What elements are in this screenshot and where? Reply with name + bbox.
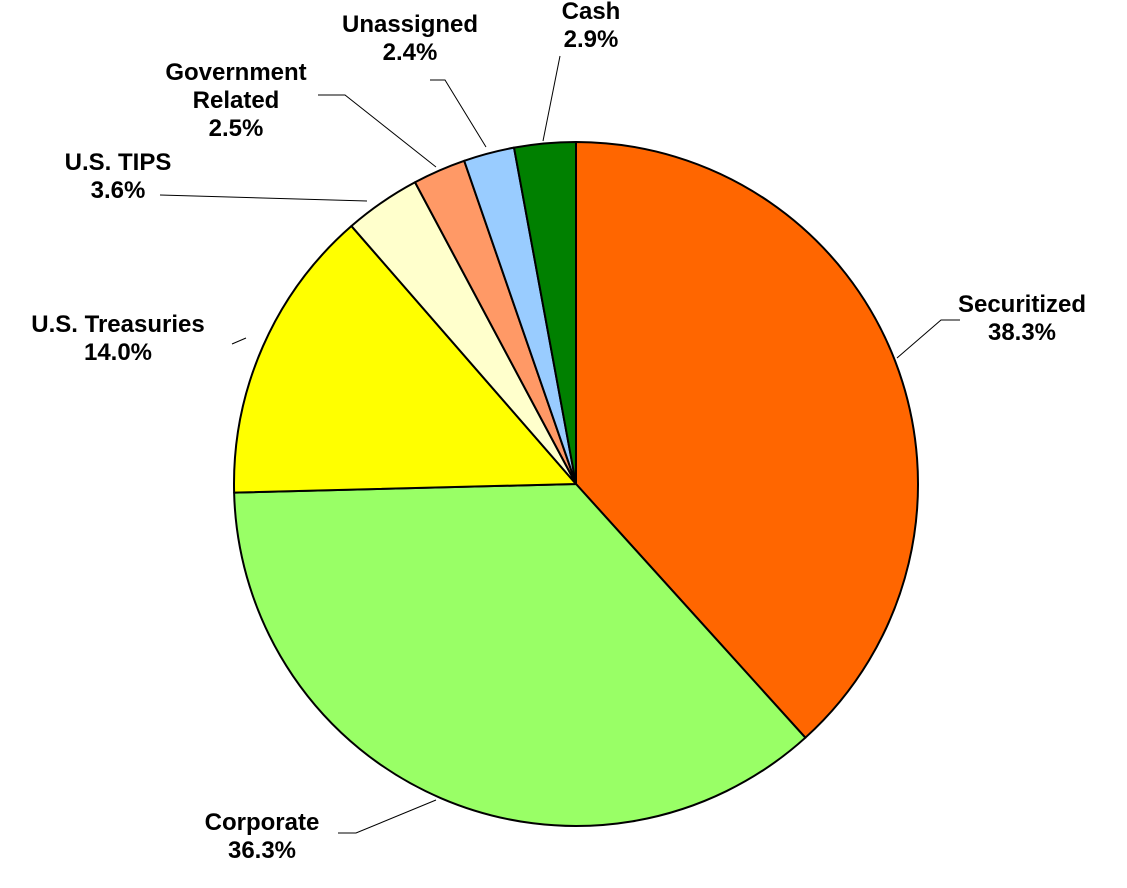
slice-label-corporate: Corporate 36.3% — [205, 809, 320, 864]
slice-value-label: 3.6% — [91, 177, 146, 204]
pie-slice-corporate — [233, 483, 807, 827]
leader-line-unassigned — [430, 79, 487, 148]
leader-line-securitized — [896, 319, 960, 359]
leader-line-cash — [542, 55, 561, 142]
slice-name-label: Unassigned — [342, 11, 478, 38]
slice-name-label: Related — [193, 87, 280, 114]
slice-name-label: Cash — [562, 0, 621, 25]
slice-value-label: 14.0% — [84, 339, 152, 366]
slice-value-label: 38.3% — [988, 319, 1056, 346]
pie-slice-u-s-treasuries — [233, 225, 577, 494]
pie-slice-cash — [513, 141, 577, 485]
slice-value-label: 2.5% — [209, 115, 264, 142]
slice-labels: Securitized 38.3% Corporate 36.3% U.S. Treas… — [31, 0, 1086, 864]
slice-label-securitized: Securitized 38.3% — [958, 291, 1086, 346]
pie-slices — [233, 141, 919, 827]
slice-value-label: 36.3% — [228, 837, 296, 864]
slice-label-government-related: Government Related 2.5% — [165, 59, 306, 142]
slice-value-label: 2.9% — [564, 26, 619, 53]
slice-label-u-s-treasuries: U.S. Treasuries 14.0% — [31, 311, 204, 366]
leader-line-u-s-tips — [159, 194, 368, 202]
slice-name-label: Corporate — [205, 809, 320, 836]
leader-line-u-s-treasuries — [231, 337, 247, 345]
slice-label-cash: Cash 2.9% — [562, 0, 621, 53]
leader-line-government-related — [318, 94, 437, 168]
slice-label-unassigned: Unassigned 2.4% — [342, 11, 478, 66]
slice-label-u-s-tips: U.S. TIPS 3.6% — [65, 149, 172, 204]
pie-slice-securitized — [575, 141, 919, 739]
slice-value-label: 2.4% — [383, 39, 438, 66]
leader-lines — [159, 55, 960, 834]
slice-name-label: Government — [165, 59, 306, 86]
slice-name-label: U.S. Treasuries — [31, 311, 204, 338]
slice-name-label: Securitized — [958, 291, 1086, 318]
slice-name-label: U.S. TIPS — [65, 149, 172, 176]
leader-line-corporate — [338, 799, 437, 834]
